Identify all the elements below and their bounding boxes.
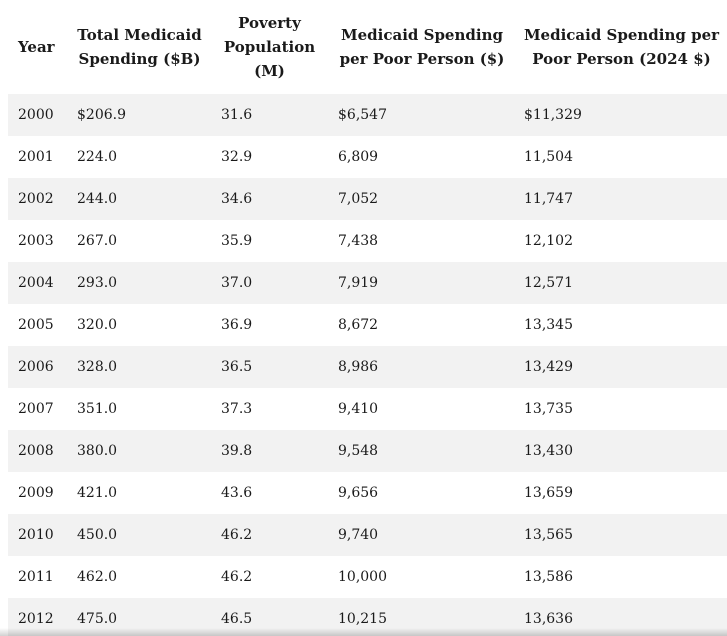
cell-total-spending: 421.0 <box>68 472 211 514</box>
cell-spending-per-poor-person: 8,672 <box>328 304 516 346</box>
cell-poverty-population: 36.5 <box>211 346 328 388</box>
cell-spending-per-poor-person: 9,548 <box>328 430 516 472</box>
cell-spending-per-poor-person-2024: 12,571 <box>516 262 727 304</box>
cell-spending-per-poor-person-2024: 13,429 <box>516 346 727 388</box>
cell-spending-per-poor-person-2024: 13,735 <box>516 388 727 430</box>
medicaid-spending-table: Year Total Medicaid Spending ($B) Povert… <box>8 0 727 636</box>
cell-poverty-population: 34.6 <box>211 178 328 220</box>
table-body: 2000 $206.9 31.6 $6,547 $11,329 2001 224.0 32.9… <box>8 94 727 636</box>
cell-spending-per-poor-person-2024: 13,345 <box>516 304 727 346</box>
cell-poverty-population: 46.5 <box>211 598 328 636</box>
header-total-spending: Total Medicaid Spending ($B) <box>68 0 211 94</box>
header-year: Year <box>8 0 68 94</box>
cell-year: 2008 <box>8 430 68 472</box>
cell-total-spending: 320.0 <box>68 304 211 346</box>
table-row: 2009 421.0 43.6 9,656 13,659 <box>8 472 727 514</box>
cell-year: 2009 <box>8 472 68 514</box>
cell-year: 2001 <box>8 136 68 178</box>
cell-poverty-population: 37.3 <box>211 388 328 430</box>
cell-spending-per-poor-person-2024: 13,565 <box>516 514 727 556</box>
cell-spending-per-poor-person: 10,215 <box>328 598 516 636</box>
cell-year: 2012 <box>8 598 68 636</box>
table-row: 2006 328.0 36.5 8,986 13,429 <box>8 346 727 388</box>
cell-spending-per-poor-person-2024: 13,586 <box>516 556 727 598</box>
cell-total-spending: 328.0 <box>68 346 211 388</box>
cell-spending-per-poor-person: 7,438 <box>328 220 516 262</box>
cell-year: 2002 <box>8 178 68 220</box>
cell-year: 2003 <box>8 220 68 262</box>
cell-year: 2010 <box>8 514 68 556</box>
cell-spending-per-poor-person: 9,410 <box>328 388 516 430</box>
header-row: Year Total Medicaid Spending ($B) Povert… <box>8 0 727 94</box>
cell-spending-per-poor-person: 8,986 <box>328 346 516 388</box>
table-row: 2005 320.0 36.9 8,672 13,345 <box>8 304 727 346</box>
cell-spending-per-poor-person-2024: 13,636 <box>516 598 727 636</box>
cell-poverty-population: 31.6 <box>211 94 328 136</box>
table-header: Year Total Medicaid Spending ($B) Povert… <box>8 0 727 94</box>
header-spending-per-poor-person: Medicaid Spending per Poor Person ($) <box>328 0 516 94</box>
cell-spending-per-poor-person: 10,000 <box>328 556 516 598</box>
cell-year: 2007 <box>8 388 68 430</box>
cell-spending-per-poor-person-2024: 13,659 <box>516 472 727 514</box>
cell-total-spending: 293.0 <box>68 262 211 304</box>
cell-total-spending: 450.0 <box>68 514 211 556</box>
cell-spending-per-poor-person-2024: 13,430 <box>516 430 727 472</box>
table-row: 2011 462.0 46.2 10,000 13,586 <box>8 556 727 598</box>
cell-total-spending: 224.0 <box>68 136 211 178</box>
bottom-shadow <box>0 628 727 636</box>
cell-year: 2011 <box>8 556 68 598</box>
table-row: 2012 475.0 46.5 10,215 13,636 <box>8 598 727 636</box>
table-row: 2001 224.0 32.9 6,809 11,504 <box>8 136 727 178</box>
table-row: 2002 244.0 34.6 7,052 11,747 <box>8 178 727 220</box>
cell-spending-per-poor-person: 9,656 <box>328 472 516 514</box>
cell-spending-per-poor-person: 9,740 <box>328 514 516 556</box>
cell-poverty-population: 37.0 <box>211 262 328 304</box>
table-row: 2004 293.0 37.0 7,919 12,571 <box>8 262 727 304</box>
cell-total-spending: 380.0 <box>68 430 211 472</box>
cell-poverty-population: 46.2 <box>211 556 328 598</box>
cell-spending-per-poor-person: $6,547 <box>328 94 516 136</box>
cell-poverty-population: 36.9 <box>211 304 328 346</box>
cell-spending-per-poor-person-2024: 12,102 <box>516 220 727 262</box>
header-spending-per-poor-person-2024: Medicaid Spending per Poor Person (2024 … <box>516 0 727 94</box>
cell-spending-per-poor-person-2024: 11,747 <box>516 178 727 220</box>
cell-year: 2005 <box>8 304 68 346</box>
cell-total-spending: 462.0 <box>68 556 211 598</box>
cell-total-spending: 475.0 <box>68 598 211 636</box>
cell-spending-per-poor-person: 7,052 <box>328 178 516 220</box>
cell-poverty-population: 35.9 <box>211 220 328 262</box>
table-container: Year Total Medicaid Spending ($B) Povert… <box>8 0 727 636</box>
cell-year: 2006 <box>8 346 68 388</box>
cell-year: 2000 <box>8 94 68 136</box>
cell-total-spending: 351.0 <box>68 388 211 430</box>
header-poverty-population: Poverty Population (M) <box>211 0 328 94</box>
table-row: 2007 351.0 37.3 9,410 13,735 <box>8 388 727 430</box>
cell-spending-per-poor-person: 6,809 <box>328 136 516 178</box>
cell-spending-per-poor-person-2024: 11,504 <box>516 136 727 178</box>
cell-poverty-population: 39.8 <box>211 430 328 472</box>
cell-spending-per-poor-person-2024: $11,329 <box>516 94 727 136</box>
table-row: 2010 450.0 46.2 9,740 13,565 <box>8 514 727 556</box>
cell-poverty-population: 43.6 <box>211 472 328 514</box>
cell-spending-per-poor-person: 7,919 <box>328 262 516 304</box>
table-row: 2003 267.0 35.9 7,438 12,102 <box>8 220 727 262</box>
cell-poverty-population: 32.9 <box>211 136 328 178</box>
cell-total-spending: 267.0 <box>68 220 211 262</box>
cell-year: 2004 <box>8 262 68 304</box>
cell-total-spending: 244.0 <box>68 178 211 220</box>
table-row: 2000 $206.9 31.6 $6,547 $11,329 <box>8 94 727 136</box>
cell-poverty-population: 46.2 <box>211 514 328 556</box>
table-row: 2008 380.0 39.8 9,548 13,430 <box>8 430 727 472</box>
cell-total-spending: $206.9 <box>68 94 211 136</box>
